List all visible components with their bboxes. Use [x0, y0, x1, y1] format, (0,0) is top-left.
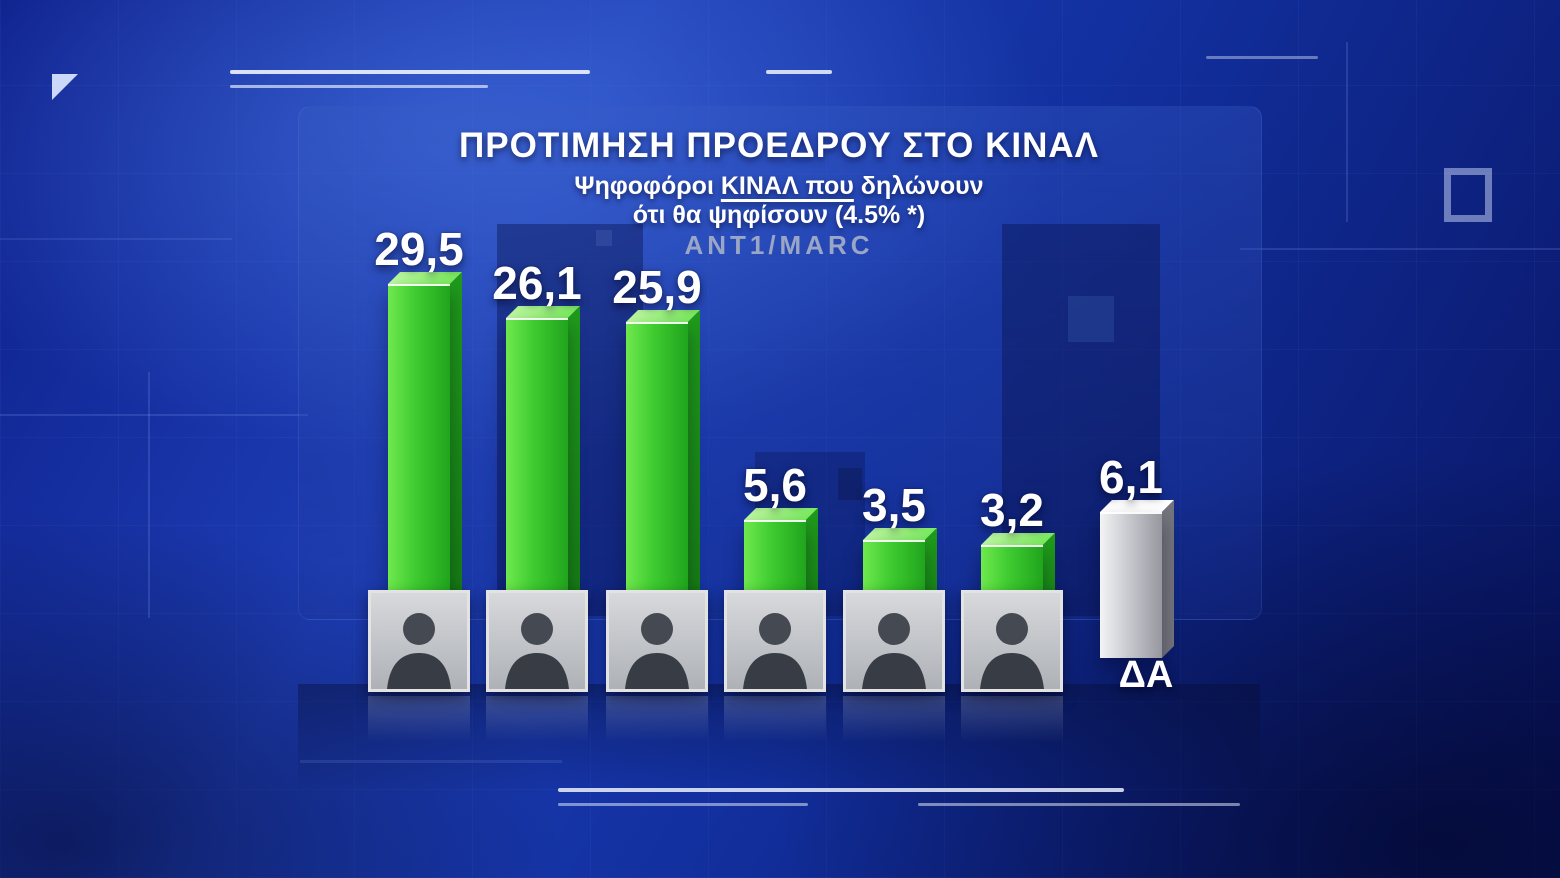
decor-line [300, 760, 562, 763]
photo-reflection [368, 696, 470, 742]
bar-side-face [1162, 500, 1174, 658]
square-decor [596, 230, 612, 246]
bar-front-face [1100, 512, 1162, 658]
value-label: 6,1 [1099, 451, 1163, 503]
bar-7 [1100, 500, 1174, 658]
candidate-photo-2 [486, 590, 588, 692]
candidate-photo-6 [961, 590, 1063, 692]
candidate-photo-5 [843, 590, 945, 692]
photo-reflection [606, 696, 708, 742]
value-label: 3,5 [862, 479, 926, 531]
candidate-photo-4 [724, 590, 826, 692]
corner-triangle-decor [52, 74, 78, 100]
value-label: 5,6 [743, 459, 807, 511]
photo-reflection [961, 696, 1063, 742]
decor-line [148, 372, 150, 618]
subtitle-underlined: ΚΙΝΑΛ που [720, 172, 854, 200]
decor-line [0, 238, 232, 240]
candidate-photo-3 [606, 590, 708, 692]
chart-subtitle-line2: ότι θα ψηφίσουν (4.5% *) [632, 201, 926, 229]
decor-line [230, 85, 488, 88]
chart-subtitle-line1: Ψηφοφόροι ΚΙΝΑΛ που δηλώνουν [298, 172, 1260, 201]
chart-title: ΠΡΟΤΙΜΗΣΗ ΠΡΟΕΔΡΟΥ ΣΤΟ ΚΙΝΑΛ [459, 126, 1099, 165]
decor-line [766, 70, 832, 74]
decor-line [1206, 56, 1318, 59]
category-label-da: ΔΑ [1118, 654, 1174, 696]
square-decor [1068, 296, 1114, 342]
decor-line [1240, 248, 1560, 250]
value-label: 3,2 [980, 484, 1044, 536]
value-label: 29,5 [374, 223, 464, 275]
decor-line [230, 70, 590, 74]
photo-reflection [843, 696, 945, 742]
square-outline-decor [1444, 168, 1492, 222]
candidate-photo-1 [368, 590, 470, 692]
photo-reflection [486, 696, 588, 742]
value-label: 26,1 [492, 257, 582, 309]
source-label: ANT1/MARC [684, 230, 874, 260]
decor-line [1346, 42, 1348, 222]
subtitle-pre: Ψηφοφόροι [574, 172, 721, 200]
photo-reflection [724, 696, 826, 742]
subtitle-post: δηλώνουν [853, 172, 984, 200]
floor-shadow [298, 684, 1260, 794]
decor-line [918, 803, 1240, 806]
square-decor [838, 468, 862, 500]
value-label: 25,9 [612, 261, 702, 313]
decor-line [0, 414, 308, 416]
decor-line [558, 803, 808, 806]
decor-line [558, 788, 1124, 792]
